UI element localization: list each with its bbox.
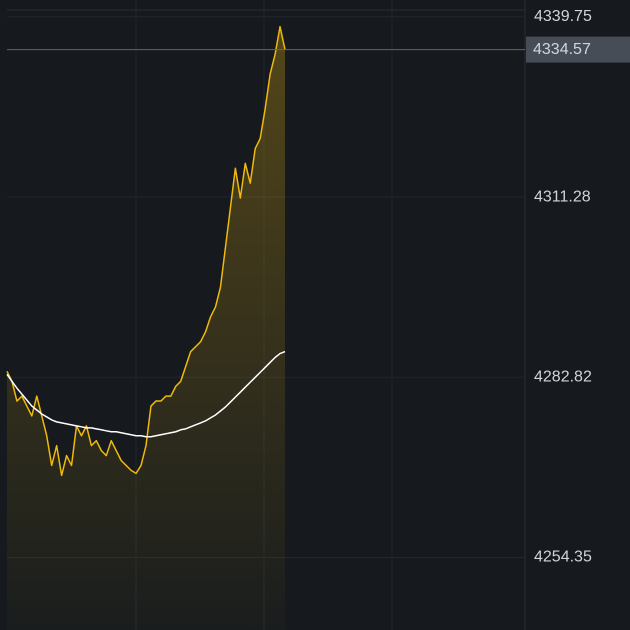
price-line <box>6 25 286 477</box>
average-line <box>6 350 286 438</box>
last-price-label: 4334.57 <box>533 41 591 58</box>
y-tick-label: 4254.35 <box>534 549 592 566</box>
y-tick-label: 4282.82 <box>534 368 592 385</box>
price-area <box>7 26 285 630</box>
y-tick-label: 4339.75 <box>534 8 592 25</box>
last-price-box <box>526 36 630 63</box>
y-tick-label: 4311.28 <box>534 188 591 205</box>
